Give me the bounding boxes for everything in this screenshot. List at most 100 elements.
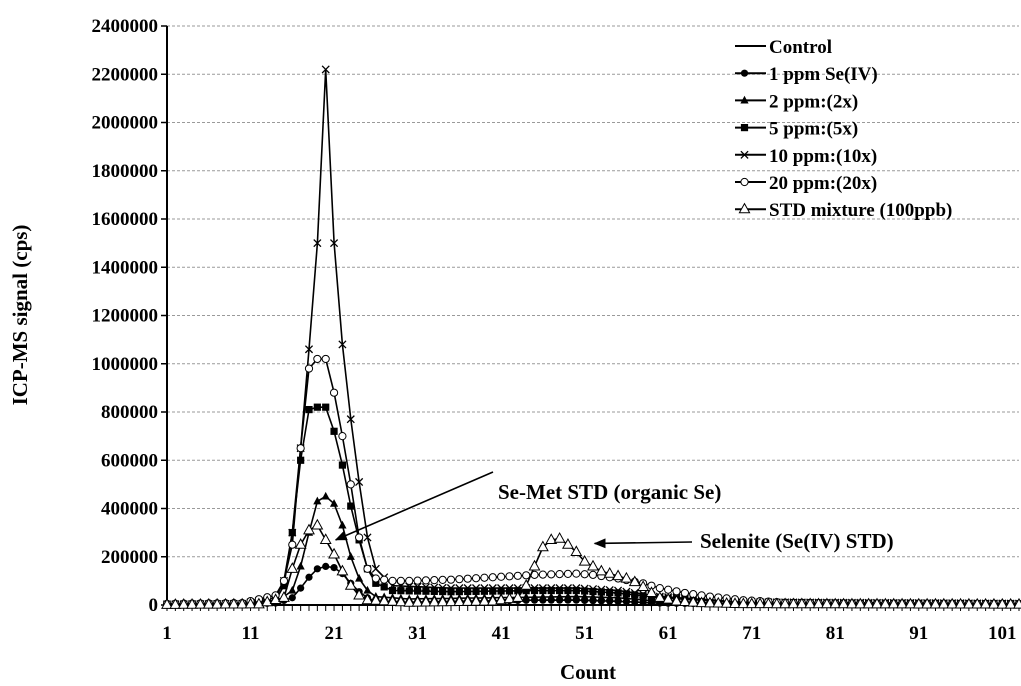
data-point — [854, 597, 867, 609]
data-point — [572, 569, 581, 578]
data-point — [488, 584, 497, 593]
data-point — [520, 579, 533, 590]
data-point — [547, 570, 556, 579]
data-point — [653, 591, 666, 602]
data-point — [712, 596, 725, 608]
data-point — [622, 590, 631, 598]
data-point — [202, 597, 215, 609]
data-point — [589, 587, 597, 596]
data-point — [588, 592, 598, 601]
data-point — [455, 575, 464, 584]
data-point — [488, 573, 497, 582]
data-point — [447, 588, 455, 596]
data-point — [737, 597, 750, 609]
data-point — [613, 593, 623, 601]
data-point — [871, 597, 883, 609]
data-point — [304, 364, 314, 373]
data-point — [219, 597, 232, 609]
data-point — [296, 561, 305, 570]
data-point — [445, 595, 457, 607]
data-point — [463, 574, 472, 583]
y-tick-label: 2200000 — [92, 64, 159, 85]
x-tick-label: 81 — [826, 623, 845, 644]
data-point — [578, 554, 591, 566]
data-point — [346, 552, 355, 560]
data-point — [336, 564, 349, 576]
data-point — [703, 596, 716, 608]
legend-item: 20 ppm:(20x) — [735, 173, 877, 194]
data-point — [430, 583, 439, 592]
data-point — [639, 592, 647, 600]
data-point — [346, 415, 355, 424]
data-point — [555, 592, 564, 600]
data-point — [979, 597, 992, 609]
data-point — [386, 594, 399, 606]
data-point — [530, 586, 539, 595]
plot-series — [161, 65, 1021, 609]
y-tick-label: 1000000 — [92, 354, 159, 375]
data-point — [296, 444, 305, 453]
data-point — [505, 587, 514, 595]
data-point — [740, 95, 749, 104]
data-point — [845, 597, 858, 609]
legend: Control 1 ppm Se(IV) 2 ppm:(2x) 5 ppm:(5x) 1… — [735, 37, 952, 221]
data-point — [169, 598, 182, 609]
data-point — [313, 239, 322, 248]
data-point — [572, 584, 581, 593]
x-tick-label: 41 — [492, 623, 511, 644]
data-point — [413, 582, 422, 591]
legend-label: 1 ppm Se(IV) — [769, 64, 878, 85]
data-point — [563, 584, 573, 593]
x-tick-label: 61 — [659, 623, 678, 644]
y-tick-labels: 0 200000 400000 600000 800000 1000000 1200000 1… — [92, 16, 159, 616]
data-point — [597, 592, 606, 601]
data-point — [740, 124, 749, 132]
data-point — [497, 584, 506, 593]
data-point — [478, 594, 491, 606]
data-point — [555, 570, 564, 579]
data-point — [1013, 597, 1021, 609]
data-point — [528, 559, 541, 571]
data-point — [361, 593, 374, 605]
data-point — [1004, 597, 1017, 609]
x-tick-label: 51 — [575, 623, 594, 644]
data-point — [563, 592, 573, 600]
data-point — [553, 532, 566, 543]
x-tick-label: 11 — [242, 623, 260, 644]
data-point — [987, 597, 1000, 609]
data-point — [328, 547, 341, 559]
data-point — [269, 593, 282, 605]
data-point — [347, 502, 355, 510]
data-point — [555, 584, 564, 593]
data-point — [513, 571, 522, 580]
data-point — [538, 592, 547, 601]
data-point — [480, 587, 489, 595]
data-point — [996, 597, 1009, 609]
data-point — [363, 585, 372, 594]
data-point — [428, 595, 441, 607]
data-point — [595, 564, 608, 576]
annotation-label: Selenite (Se(IV) STD) — [700, 529, 894, 553]
legend-item: STD mixture (100ppb) — [735, 200, 952, 221]
annotation-label: Se-Met STD (organic Se) — [498, 480, 721, 504]
x-tick-label: 21 — [325, 623, 344, 644]
data-point — [522, 592, 531, 601]
x-tick-label: 31 — [408, 623, 427, 644]
data-point — [597, 585, 606, 594]
data-point — [288, 585, 297, 594]
data-point — [522, 571, 531, 580]
data-point — [453, 595, 466, 606]
data-point — [438, 575, 447, 585]
data-point — [305, 405, 313, 414]
data-point — [338, 461, 347, 469]
data-point — [503, 592, 516, 604]
data-point — [413, 587, 422, 595]
data-point — [405, 576, 414, 585]
data-point — [252, 597, 265, 609]
data-point — [580, 584, 589, 593]
data-point — [338, 432, 347, 441]
data-point — [538, 584, 547, 593]
y-tick-label: 600000 — [101, 450, 158, 471]
data-point — [637, 580, 650, 592]
